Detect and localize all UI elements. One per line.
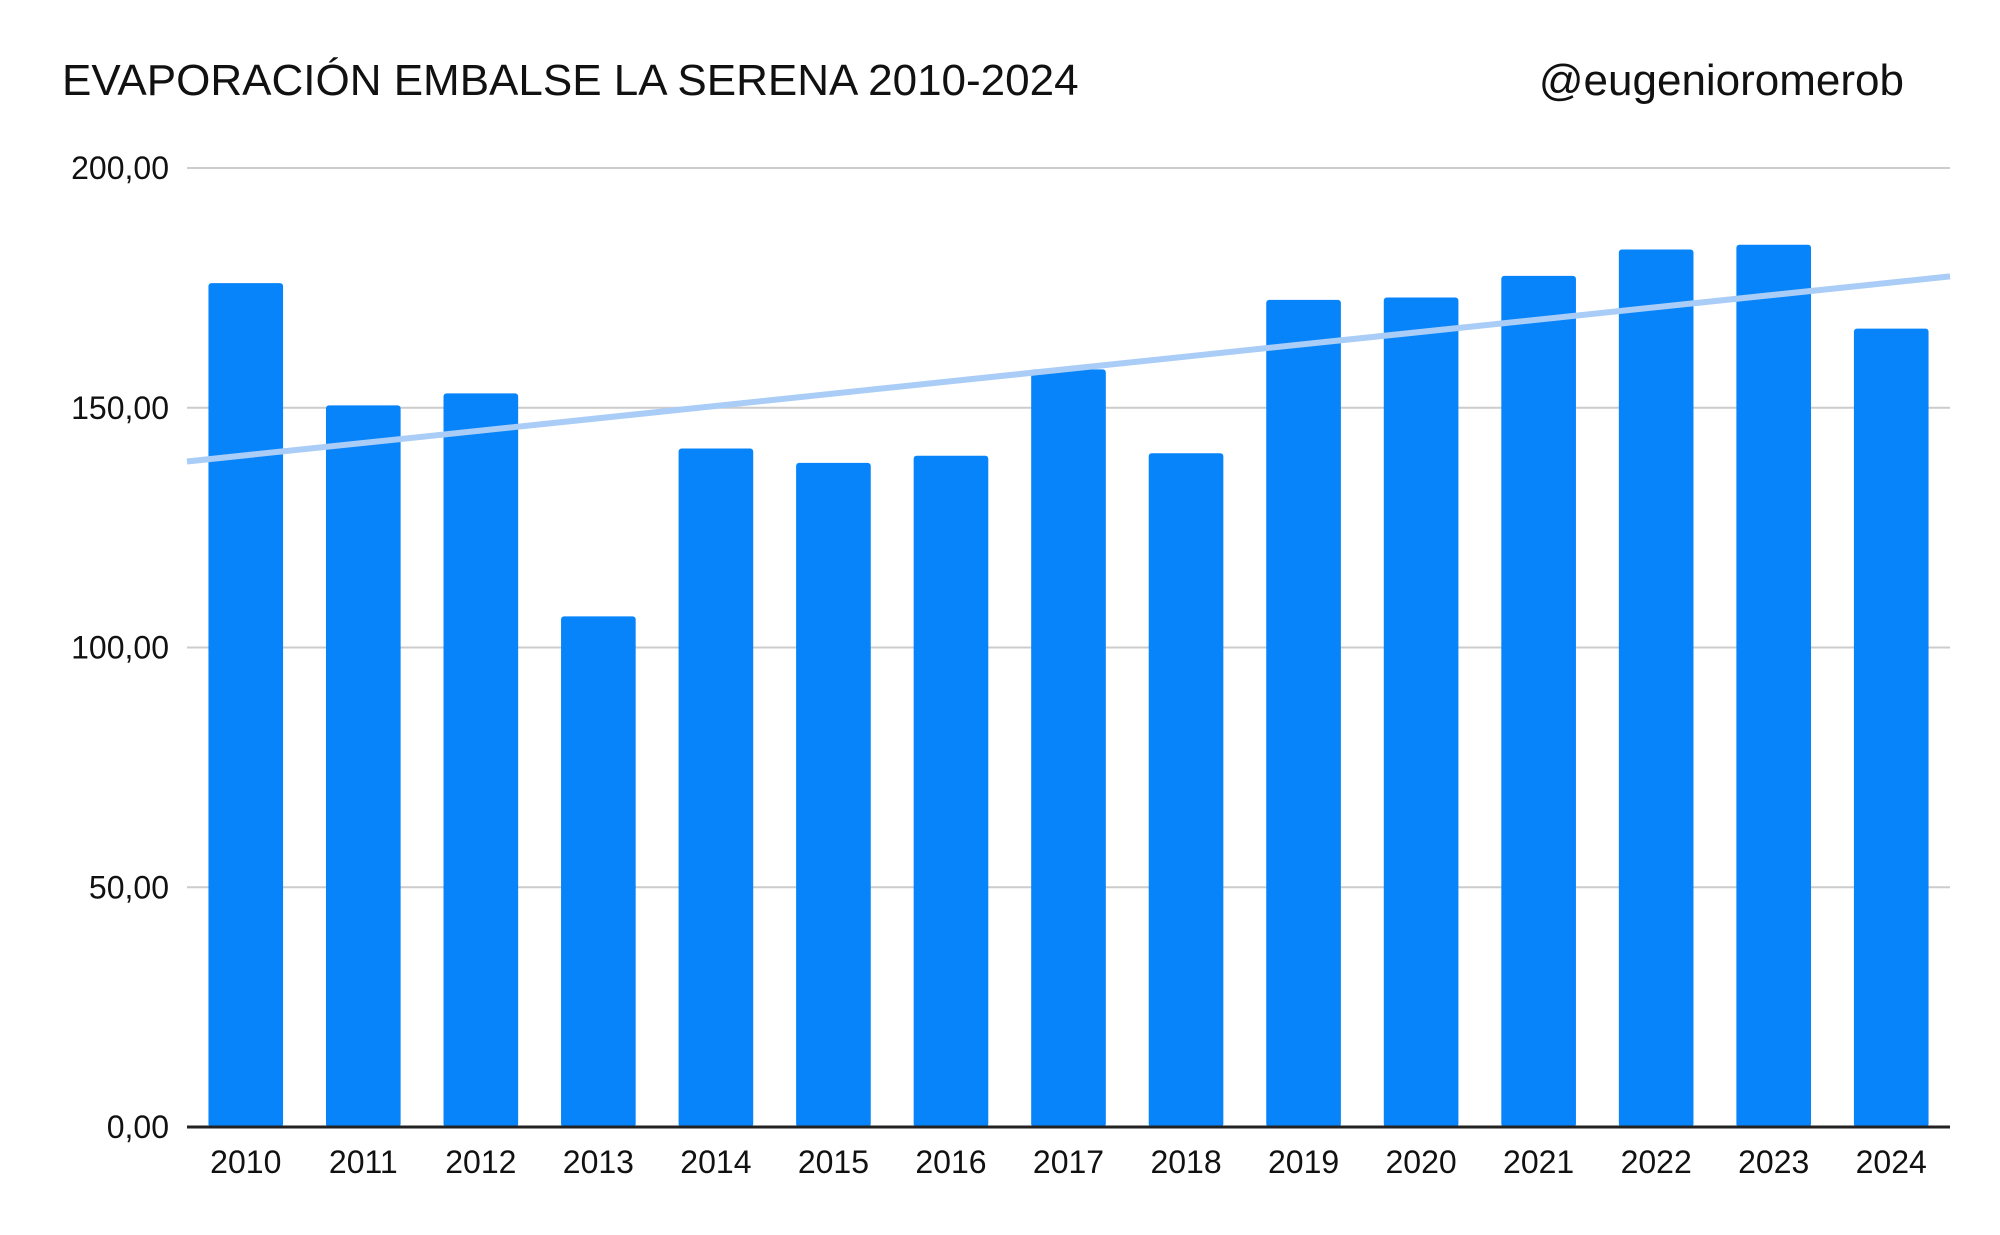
y-tick-label: 0,00 <box>107 1109 169 1145</box>
x-axis-ticks: 2010 2011 2012 2013 2014 2015 2016 2017 2018 2019… <box>210 1144 1927 1180</box>
y-tick-label: 200,00 <box>71 150 169 186</box>
bar <box>1853 328 1929 1127</box>
x-tick-label: 2016 <box>915 1144 986 1180</box>
bar <box>1148 453 1224 1127</box>
x-tick-label: 2012 <box>445 1144 516 1180</box>
x-tick-label: 2010 <box>210 1144 281 1180</box>
y-axis-ticks: 0,00 50,00 100,00 150,00 200,00 <box>71 150 169 1145</box>
bar <box>1266 299 1341 1127</box>
trend-line <box>186 273 1951 465</box>
x-tick-label: 2019 <box>1268 1144 1339 1180</box>
bar <box>1618 249 1694 1127</box>
y-tick-label: 150,00 <box>71 390 169 426</box>
bar <box>913 455 989 1127</box>
x-tick-label: 2011 <box>329 1144 398 1180</box>
x-tick-label: 2014 <box>680 1144 751 1180</box>
x-tick-label: 2015 <box>798 1144 869 1180</box>
bar <box>1383 297 1459 1128</box>
x-tick-label: 2017 <box>1033 1144 1104 1180</box>
bar <box>208 283 284 1128</box>
bar <box>1736 244 1812 1128</box>
bar <box>443 393 519 1127</box>
x-tick-label: 2021 <box>1503 1144 1574 1180</box>
x-tick-label: 2013 <box>563 1144 634 1180</box>
bar <box>796 462 871 1128</box>
x-tick-label: 2018 <box>1150 1144 1221 1180</box>
chart-title: EVAPORACIÓN EMBALSE LA SERENA 2010-2024 <box>62 56 1079 105</box>
bars <box>208 244 1929 1128</box>
bar <box>678 448 754 1127</box>
x-tick-label: 2024 <box>1856 1144 1927 1180</box>
bar <box>561 616 636 1127</box>
y-tick-label: 100,00 <box>71 630 169 666</box>
bar <box>1031 369 1106 1127</box>
trend-layer <box>186 273 1951 465</box>
bar <box>1501 275 1576 1127</box>
x-tick-label: 2022 <box>1621 1144 1692 1180</box>
x-tick-label: 2020 <box>1386 1144 1457 1180</box>
x-tick-label: 2023 <box>1738 1144 1809 1180</box>
y-tick-label: 50,00 <box>89 869 169 905</box>
bar <box>325 405 401 1127</box>
chart-credit: @eugenioromerob <box>1538 56 1904 105</box>
